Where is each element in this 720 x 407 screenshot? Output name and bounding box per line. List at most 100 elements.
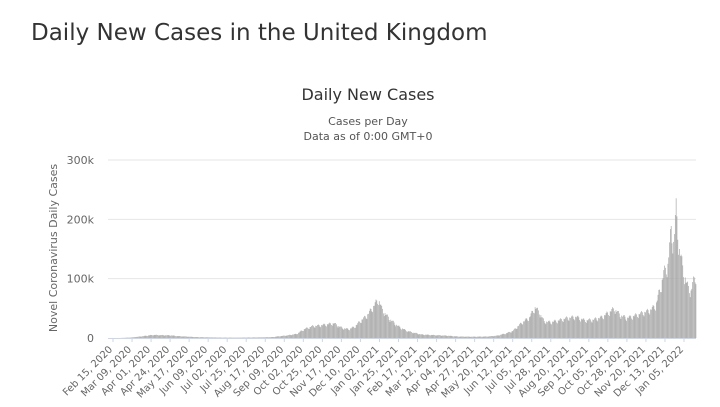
data-bar (547, 321, 549, 338)
data-bar (149, 335, 151, 338)
data-bar (577, 315, 579, 338)
data-bar (452, 336, 454, 338)
data-bar (360, 323, 362, 338)
data-bar (174, 335, 176, 338)
data-bar (669, 242, 670, 338)
data-bar (609, 311, 611, 338)
data-bar (394, 324, 396, 338)
data-bar (499, 335, 501, 338)
data-bar (687, 281, 689, 338)
data-bar (656, 300, 658, 338)
data-bar (610, 311, 612, 338)
data-bar (557, 323, 558, 338)
data-bar (378, 305, 379, 338)
data-bar (612, 307, 613, 338)
data-bar (553, 320, 555, 338)
data-bar (496, 335, 498, 338)
data-bar (263, 337, 265, 338)
data-bar (134, 337, 136, 338)
data-bar (339, 326, 341, 338)
data-bar (135, 337, 137, 338)
data-bar (665, 267, 666, 338)
data-bar (146, 335, 148, 338)
data-bar (295, 333, 297, 338)
data-bar (603, 319, 604, 338)
data-bar (519, 322, 521, 338)
data-bar (635, 313, 637, 338)
data-bar (558, 320, 560, 338)
data-bar (458, 336, 460, 338)
data-bar (641, 311, 642, 338)
data-bar (549, 321, 551, 338)
data-bar (582, 318, 584, 338)
data-bar (597, 321, 599, 338)
data-bar (322, 325, 323, 338)
data-bar (292, 334, 294, 338)
data-bar (214, 337, 216, 338)
data-bar (340, 326, 342, 338)
data-bar (489, 336, 491, 338)
data-bar (625, 319, 627, 338)
data-bar (679, 249, 680, 338)
data-bar (136, 336, 138, 338)
data-bar (694, 282, 696, 338)
data-bar (674, 214, 676, 338)
data-bar (199, 337, 201, 338)
data-bar (415, 332, 416, 338)
data-bar (539, 317, 541, 338)
data-bar (283, 335, 284, 338)
data-bar (337, 327, 339, 338)
data-bar (410, 331, 411, 338)
data-bar (365, 318, 367, 338)
data-bar (563, 318, 565, 338)
data-bar (518, 325, 519, 338)
data-bar (593, 319, 595, 338)
data-bar (562, 322, 564, 338)
data-bar (585, 321, 586, 338)
data-bar (321, 325, 322, 338)
data-bar (331, 325, 333, 338)
data-bar (352, 326, 354, 338)
data-bar (618, 313, 620, 338)
data-bar (663, 270, 665, 338)
data-bar (682, 265, 684, 338)
data-bar (163, 335, 165, 338)
data-bar (481, 336, 483, 338)
data-bar (409, 331, 411, 338)
data-bar (133, 337, 135, 338)
data-bar (654, 309, 656, 338)
data-bar (162, 335, 164, 338)
data-bar (477, 336, 478, 338)
data-bar (502, 333, 504, 338)
data-bar (679, 255, 681, 338)
data-bar (632, 315, 634, 338)
data-bar (596, 320, 598, 338)
data-bar (648, 313, 650, 338)
data-bar (373, 305, 374, 338)
data-bar (355, 325, 357, 338)
data-bar (433, 334, 435, 338)
data-bar (152, 335, 153, 338)
data-bar (359, 321, 360, 338)
data-bar (160, 335, 162, 338)
data-bar (575, 316, 576, 338)
data-bar (391, 321, 392, 338)
data-bar (543, 318, 544, 338)
data-bar (289, 334, 290, 338)
data-bar (404, 329, 406, 338)
data-bar (510, 332, 511, 338)
data-bar (657, 294, 659, 338)
data-bar (392, 320, 393, 338)
data-bar (156, 334, 157, 338)
data-bar (264, 337, 265, 338)
data-bar (325, 325, 327, 338)
data-bar (274, 337, 275, 338)
data-bar (492, 336, 494, 338)
data-bar (601, 316, 603, 338)
data-bar (211, 337, 213, 338)
data-bar (166, 335, 168, 338)
data-bar (362, 319, 364, 338)
data-bar (303, 329, 305, 338)
data-bar (265, 337, 267, 338)
data-bar (662, 278, 664, 338)
